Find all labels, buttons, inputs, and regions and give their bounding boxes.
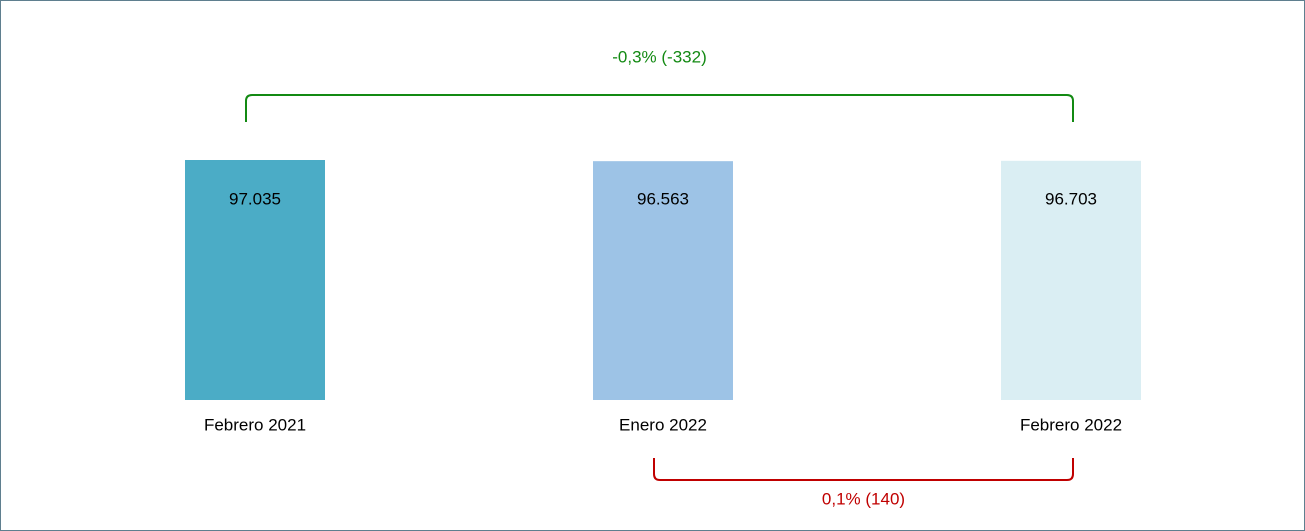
value-label: 96.563 [637, 189, 689, 208]
x-tick-label: Febrero 2022 [1020, 415, 1122, 434]
bar [593, 161, 733, 400]
x-tick-label: Enero 2022 [619, 415, 707, 434]
bracket [653, 458, 1074, 481]
bracket [245, 94, 1074, 122]
value-label: 96.703 [1045, 189, 1097, 208]
bar [185, 160, 325, 400]
annotation: -0,3% (-332) [612, 47, 706, 66]
annotation: 0,1% (140) [822, 489, 905, 508]
value-label: 97.035 [229, 189, 281, 208]
x-tick-label: Febrero 2021 [204, 415, 306, 434]
bar [1001, 160, 1141, 400]
